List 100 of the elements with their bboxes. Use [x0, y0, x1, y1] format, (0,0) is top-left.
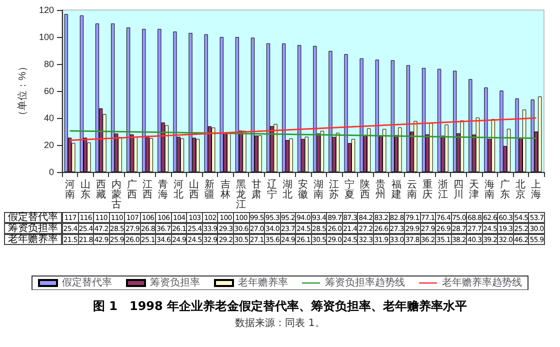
legend-label: 老年赡养率 [238, 276, 288, 288]
x-tick-label: 西藏 [96, 180, 106, 200]
x-tick-label: 广西 [126, 178, 137, 200]
bar [522, 110, 526, 172]
x-tick-label: 河北 [174, 178, 184, 200]
bar [460, 120, 464, 172]
x-tick-label: 宁夏 [344, 178, 355, 200]
bar [118, 137, 122, 172]
x-tick-label: 陕西 [360, 178, 370, 200]
bar [530, 100, 534, 172]
legend-label: 筹资负担率 [150, 276, 200, 288]
bar [274, 124, 278, 172]
bar [196, 138, 200, 172]
text: 图 1 1998 年企业养老金假定替代率、筹资负担率、老年赡养率水平 [92, 298, 468, 315]
bar [344, 54, 348, 172]
bar [351, 138, 356, 172]
bar [282, 43, 286, 172]
x-tick-label: 内蒙古 [111, 178, 122, 210]
y-tick-label: 120 [38, 5, 54, 15]
bar [227, 132, 231, 172]
bar [242, 130, 246, 172]
bar [468, 79, 472, 172]
bar [126, 28, 130, 172]
bar [422, 68, 426, 172]
bar [414, 120, 418, 172]
x-tick-label: 江西 [142, 178, 153, 200]
legend-label: 老年赡养率趋势线 [442, 276, 522, 288]
y-tick-label: 40 [44, 113, 54, 123]
text: 筹资负担率 [8, 223, 58, 234]
x-tick-label: 天津 [469, 180, 480, 200]
x-tick-label: 河南 [64, 178, 75, 200]
bar [515, 98, 519, 172]
bar [500, 90, 504, 172]
text: 假定替代率 [8, 212, 58, 223]
x-tick-label: 福建 [390, 178, 402, 200]
bar [367, 128, 371, 172]
x-tick-label: 贵州 [376, 178, 386, 200]
bar [204, 34, 208, 172]
bar [149, 138, 153, 172]
y-axis-title: （单位：%） [16, 62, 29, 120]
bar [110, 24, 115, 172]
bar [538, 96, 542, 172]
bar [491, 119, 496, 172]
bar [180, 138, 184, 172]
x-tick-label: 四川 [453, 180, 464, 200]
bar [298, 45, 302, 172]
y-tick-label: 80 [44, 59, 54, 69]
bar [406, 65, 410, 172]
bar [444, 124, 448, 172]
x-tick-label: 海南 [484, 178, 495, 200]
x-tick-label: 浙江 [438, 178, 448, 200]
bar [320, 130, 324, 172]
y-tick-label: 20 [44, 140, 54, 150]
x-tick-label: 重庆 [422, 178, 432, 200]
bar [328, 50, 332, 172]
bar [142, 28, 146, 172]
bar [80, 15, 84, 172]
bar [250, 38, 255, 172]
bar [173, 32, 177, 172]
legend-label: 假定替代率 [62, 276, 112, 288]
bar [313, 46, 317, 172]
bar [476, 118, 480, 172]
x-tick-label: 湖北 [282, 178, 292, 200]
x-tick-label: 湖南 [314, 178, 324, 200]
x-tick-label: 江苏 [329, 178, 340, 200]
text: 老年赡养率 [8, 234, 58, 245]
bar [164, 125, 169, 172]
bar [390, 60, 394, 172]
x-tick-label: 黑龙江 [236, 180, 246, 210]
bar [304, 136, 308, 172]
y-tick-label: 100 [38, 32, 54, 42]
bar [360, 58, 364, 172]
x-tick-label: 山西 [189, 178, 200, 200]
bar [398, 127, 402, 172]
bar [95, 24, 100, 172]
source-note: 数据来源：同表 1。 [234, 316, 326, 330]
x-tick-label: 北京 [516, 178, 526, 200]
x-tick-label: 安徽 [298, 178, 308, 200]
bar [64, 14, 68, 172]
y-tick-label: 0 [48, 167, 54, 177]
bar [429, 123, 433, 172]
x-tick-label: 山东 [80, 178, 90, 200]
x-tick-label: 云南 [406, 180, 417, 200]
bar [437, 68, 442, 172]
bar [375, 60, 379, 172]
bar [453, 70, 457, 172]
bar [188, 32, 192, 172]
y-tick-label: 60 [44, 86, 54, 96]
x-tick-label: 上海 [531, 178, 542, 200]
bar [235, 37, 239, 172]
x-tick-label: 甘肃 [251, 178, 262, 200]
bar [212, 128, 216, 172]
bar [382, 128, 386, 172]
bar [220, 37, 224, 172]
x-tick-label: 广东 [500, 178, 510, 200]
bar [158, 28, 162, 172]
bar [289, 138, 293, 172]
bar [134, 136, 138, 172]
bar [336, 132, 340, 172]
bar [266, 43, 270, 172]
